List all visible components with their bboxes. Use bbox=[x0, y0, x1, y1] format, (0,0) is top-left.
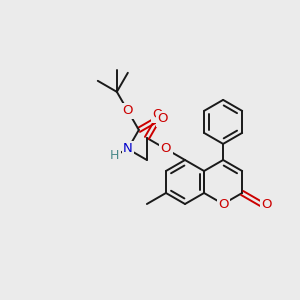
Text: O: O bbox=[218, 197, 228, 211]
Text: H: H bbox=[110, 149, 119, 162]
Text: N: N bbox=[123, 142, 133, 155]
Text: O: O bbox=[153, 108, 163, 122]
Text: O: O bbox=[123, 104, 133, 117]
Text: O: O bbox=[158, 112, 168, 125]
Text: O: O bbox=[161, 142, 171, 155]
Text: O: O bbox=[261, 197, 272, 211]
